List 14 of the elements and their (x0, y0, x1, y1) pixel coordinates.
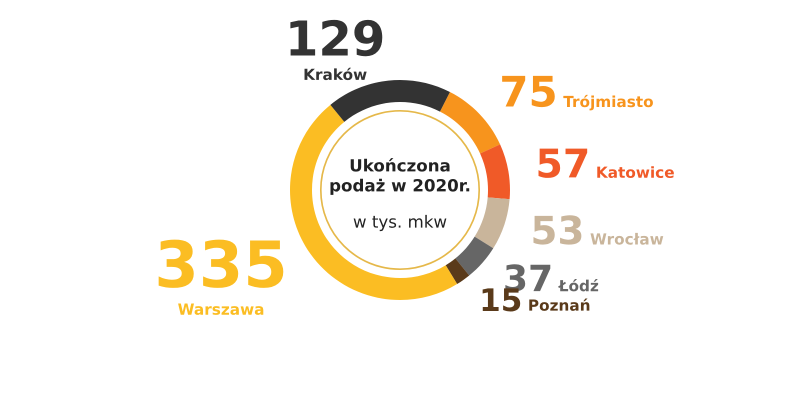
data-label: 75 (502, 76, 555, 108)
slice-label: Warszawa (178, 304, 264, 315)
text: w tys. mkw (354, 214, 446, 232)
data-label: 53 (533, 215, 582, 245)
slice-label: Poznań (529, 298, 590, 311)
data-label: 129 (290, 20, 382, 56)
data-label: 335 (158, 240, 284, 288)
slice-label: Łódź (558, 278, 598, 292)
slice-label: Katowice (597, 166, 674, 178)
slice-label: Kraków (304, 68, 367, 80)
data-label: 57 (538, 148, 588, 178)
slice-label: Wrocław (590, 232, 664, 245)
text: Ukończona podaż w 2020r. (330, 158, 470, 195)
slice-label: Trójmiasto (563, 94, 653, 110)
